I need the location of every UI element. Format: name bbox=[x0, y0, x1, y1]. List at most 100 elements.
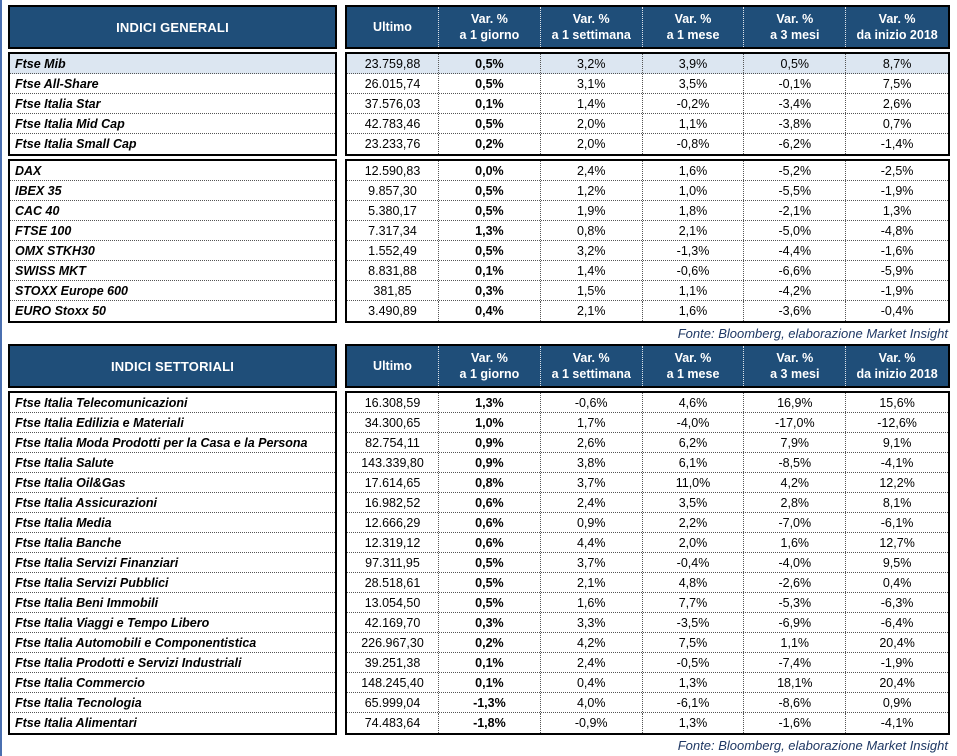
column-header-period-label: da inizio 2018 bbox=[856, 367, 938, 381]
value-cell: 2,1% bbox=[541, 573, 643, 592]
value-cell: 7,5% bbox=[882, 76, 912, 91]
value-cell: 1,3% bbox=[439, 221, 541, 240]
table-row: 7.317,34 1,3% 0,8% 2,1% -5,0% -4,8% bbox=[347, 221, 948, 241]
table-row: 12.590,83 0,0% 2,4% 1,6% -5,2% -2,5% bbox=[347, 161, 948, 181]
index-value-group: 12.590,83 0,0% 2,4% 1,6% -5,2% -2,5% 9.857,30 0… bbox=[345, 159, 950, 323]
value-cell: 1,5% bbox=[541, 281, 643, 300]
value-cell: -4,2% bbox=[744, 281, 847, 300]
value-cell: 2,4% bbox=[541, 493, 643, 512]
value-cell: 7,7% bbox=[643, 593, 745, 612]
value-cell: 381,85 bbox=[347, 281, 439, 300]
value-cell: 2,2% bbox=[643, 513, 745, 532]
value-cell: 1,4% bbox=[541, 94, 643, 113]
table-row: 5.380,17 0,5% 1,9% 1,8% -2,1% 1,3% bbox=[347, 201, 948, 221]
index-row-label: Ftse Italia Automobili e Componentistica bbox=[10, 633, 335, 653]
table-row: 82.754,11 0,9% 2,6% 6,2% 7,9% 9,1% bbox=[347, 433, 948, 453]
value-cell: 17.614,65 bbox=[347, 473, 439, 492]
value-cell: 9,1% bbox=[882, 435, 912, 450]
value-cell: -1,6% bbox=[744, 713, 847, 733]
value-cell: 1,2% bbox=[541, 181, 643, 200]
value-cell: 0,3% bbox=[439, 281, 541, 300]
index-row-label: Ftse Mib bbox=[10, 54, 335, 74]
index-row-label: IBEX 35 bbox=[10, 181, 335, 201]
index-row-label: Ftse Italia Assicurazioni bbox=[10, 493, 335, 513]
value-cell: -5,9% bbox=[880, 263, 914, 278]
value-cell: -2,6% bbox=[744, 573, 847, 592]
table-row: 42.783,46 0,5% 2,0% 1,1% -3,8% 0,7% bbox=[347, 114, 948, 134]
column-header-label: Ultimo bbox=[373, 19, 412, 34]
value-cell: 1.552,49 bbox=[347, 241, 439, 260]
value-cell: 4,0% bbox=[541, 693, 643, 712]
value-cell: 23.233,76 bbox=[347, 134, 439, 154]
value-cell: -1,9% bbox=[880, 283, 914, 298]
column-header-var-label: Var. % bbox=[878, 11, 916, 26]
table-row: 74.483,64 -1,8% -0,9% 1,3% -1,6% -4,1% bbox=[347, 713, 948, 733]
value-cell: 3.490,89 bbox=[347, 301, 439, 321]
value-cell: 7,5% bbox=[643, 633, 745, 652]
value-cell: -0,6% bbox=[643, 261, 745, 280]
column-header-var-label: Var. % bbox=[470, 350, 508, 365]
column-header-var-label: Var. % bbox=[878, 350, 916, 365]
column-header-period-label: a 3 mesi bbox=[770, 367, 820, 381]
value-cell: 65.999,04 bbox=[347, 693, 439, 712]
table-row: 34.300,65 1,0% 1,7% -4,0% -17,0% -12,6% bbox=[347, 413, 948, 433]
value-cell: 2,0% bbox=[541, 134, 643, 154]
value-cell: -5,3% bbox=[744, 593, 847, 612]
value-cell: 0,9% bbox=[439, 433, 541, 452]
value-cell: 13.054,50 bbox=[347, 593, 439, 612]
value-cell: 4,6% bbox=[643, 393, 745, 412]
column-header-label: Ultimo bbox=[373, 358, 412, 373]
index-value-group: 16.308,59 1,3% -0,6% 4,6% 16,9% 15,6% 34.300,6… bbox=[345, 391, 950, 735]
value-cell: -0,2% bbox=[643, 94, 745, 113]
index-row-label: Ftse Italia Star bbox=[10, 94, 335, 114]
value-cell: 4,8% bbox=[643, 573, 745, 592]
value-cell: 1,1% bbox=[643, 114, 745, 133]
column-header-period-label: a 3 mesi bbox=[770, 28, 820, 42]
value-cell: 0,1% bbox=[439, 653, 541, 672]
value-cell: -0,6% bbox=[541, 393, 643, 412]
value-cell: 1,0% bbox=[439, 413, 541, 432]
value-cell: 1,3% bbox=[439, 393, 541, 412]
column-header-ultimo: Ultimo bbox=[347, 346, 439, 386]
index-row-label: Ftse Italia Media bbox=[10, 513, 335, 533]
table-indici-settoriali: INDICI SETTORIALI Ultimo Var. % a 1 giorno V… bbox=[8, 344, 950, 735]
value-cell: -0,9% bbox=[541, 713, 643, 733]
value-cell: 2,0% bbox=[541, 114, 643, 133]
index-row-label: Ftse All-Share bbox=[10, 74, 335, 94]
value-cell: -8,5% bbox=[744, 453, 847, 472]
source-note: Fonte: Bloomberg, elaborazione Market In… bbox=[677, 326, 948, 341]
table-row: 42.169,70 0,3% 3,3% -3,5% -6,9% -6,4% bbox=[347, 613, 948, 633]
value-cell: 42.169,70 bbox=[347, 613, 439, 632]
value-cell: 34.300,65 bbox=[347, 413, 439, 432]
value-cell: 1,8% bbox=[643, 201, 745, 220]
value-cell: 1,3% bbox=[882, 203, 912, 218]
value-cell: -1,3% bbox=[439, 693, 541, 712]
value-cell: 0,2% bbox=[439, 633, 541, 652]
column-header-period-label: a 1 mese bbox=[666, 367, 720, 381]
value-cell: -6,6% bbox=[744, 261, 847, 280]
table-row: 23.759,88 0,5% 3,2% 3,9% 0,5% 8,7% bbox=[347, 54, 948, 74]
value-cell: 4,4% bbox=[541, 533, 643, 552]
column-header-row: Ultimo Var. % a 1 giorno Var. % a 1 settiman… bbox=[345, 344, 950, 388]
table-row: 97.311,95 0,5% 3,7% -0,4% -4,0% 9,5% bbox=[347, 553, 948, 573]
value-cell: 0,8% bbox=[541, 221, 643, 240]
column-header-var-2: Var. % a 1 settimana bbox=[541, 7, 643, 47]
value-cell: 0,4% bbox=[439, 301, 541, 321]
value-cell: 0,9% bbox=[882, 695, 912, 710]
value-cell: 11,0% bbox=[643, 473, 745, 492]
value-cell: 1,4% bbox=[541, 261, 643, 280]
column-header-var-1: Var. % a 1 giorno bbox=[439, 346, 541, 386]
index-label-group: Ftse Italia Telecomunicazioni Ftse Italia… bbox=[8, 391, 337, 735]
value-cell: 6,2% bbox=[643, 433, 745, 452]
index-row-label: Ftse Italia Viaggi e Tempo Libero bbox=[10, 613, 335, 633]
table-row: 143.339,80 0,9% 3,8% 6,1% -8,5% -4,1% bbox=[347, 453, 948, 473]
column-header-period-label: a 1 settimana bbox=[551, 367, 631, 381]
value-cell: 37.576,03 bbox=[347, 94, 439, 113]
value-cell: 74.483,64 bbox=[347, 713, 439, 733]
value-cell: 9.857,30 bbox=[347, 181, 439, 200]
column-header-ultimo: Ultimo bbox=[347, 7, 439, 47]
table-row: 8.831,88 0,1% 1,4% -0,6% -6,6% -5,9% bbox=[347, 261, 948, 281]
value-cell: 0,5% bbox=[439, 593, 541, 612]
value-cell: 0,4% bbox=[541, 673, 643, 692]
